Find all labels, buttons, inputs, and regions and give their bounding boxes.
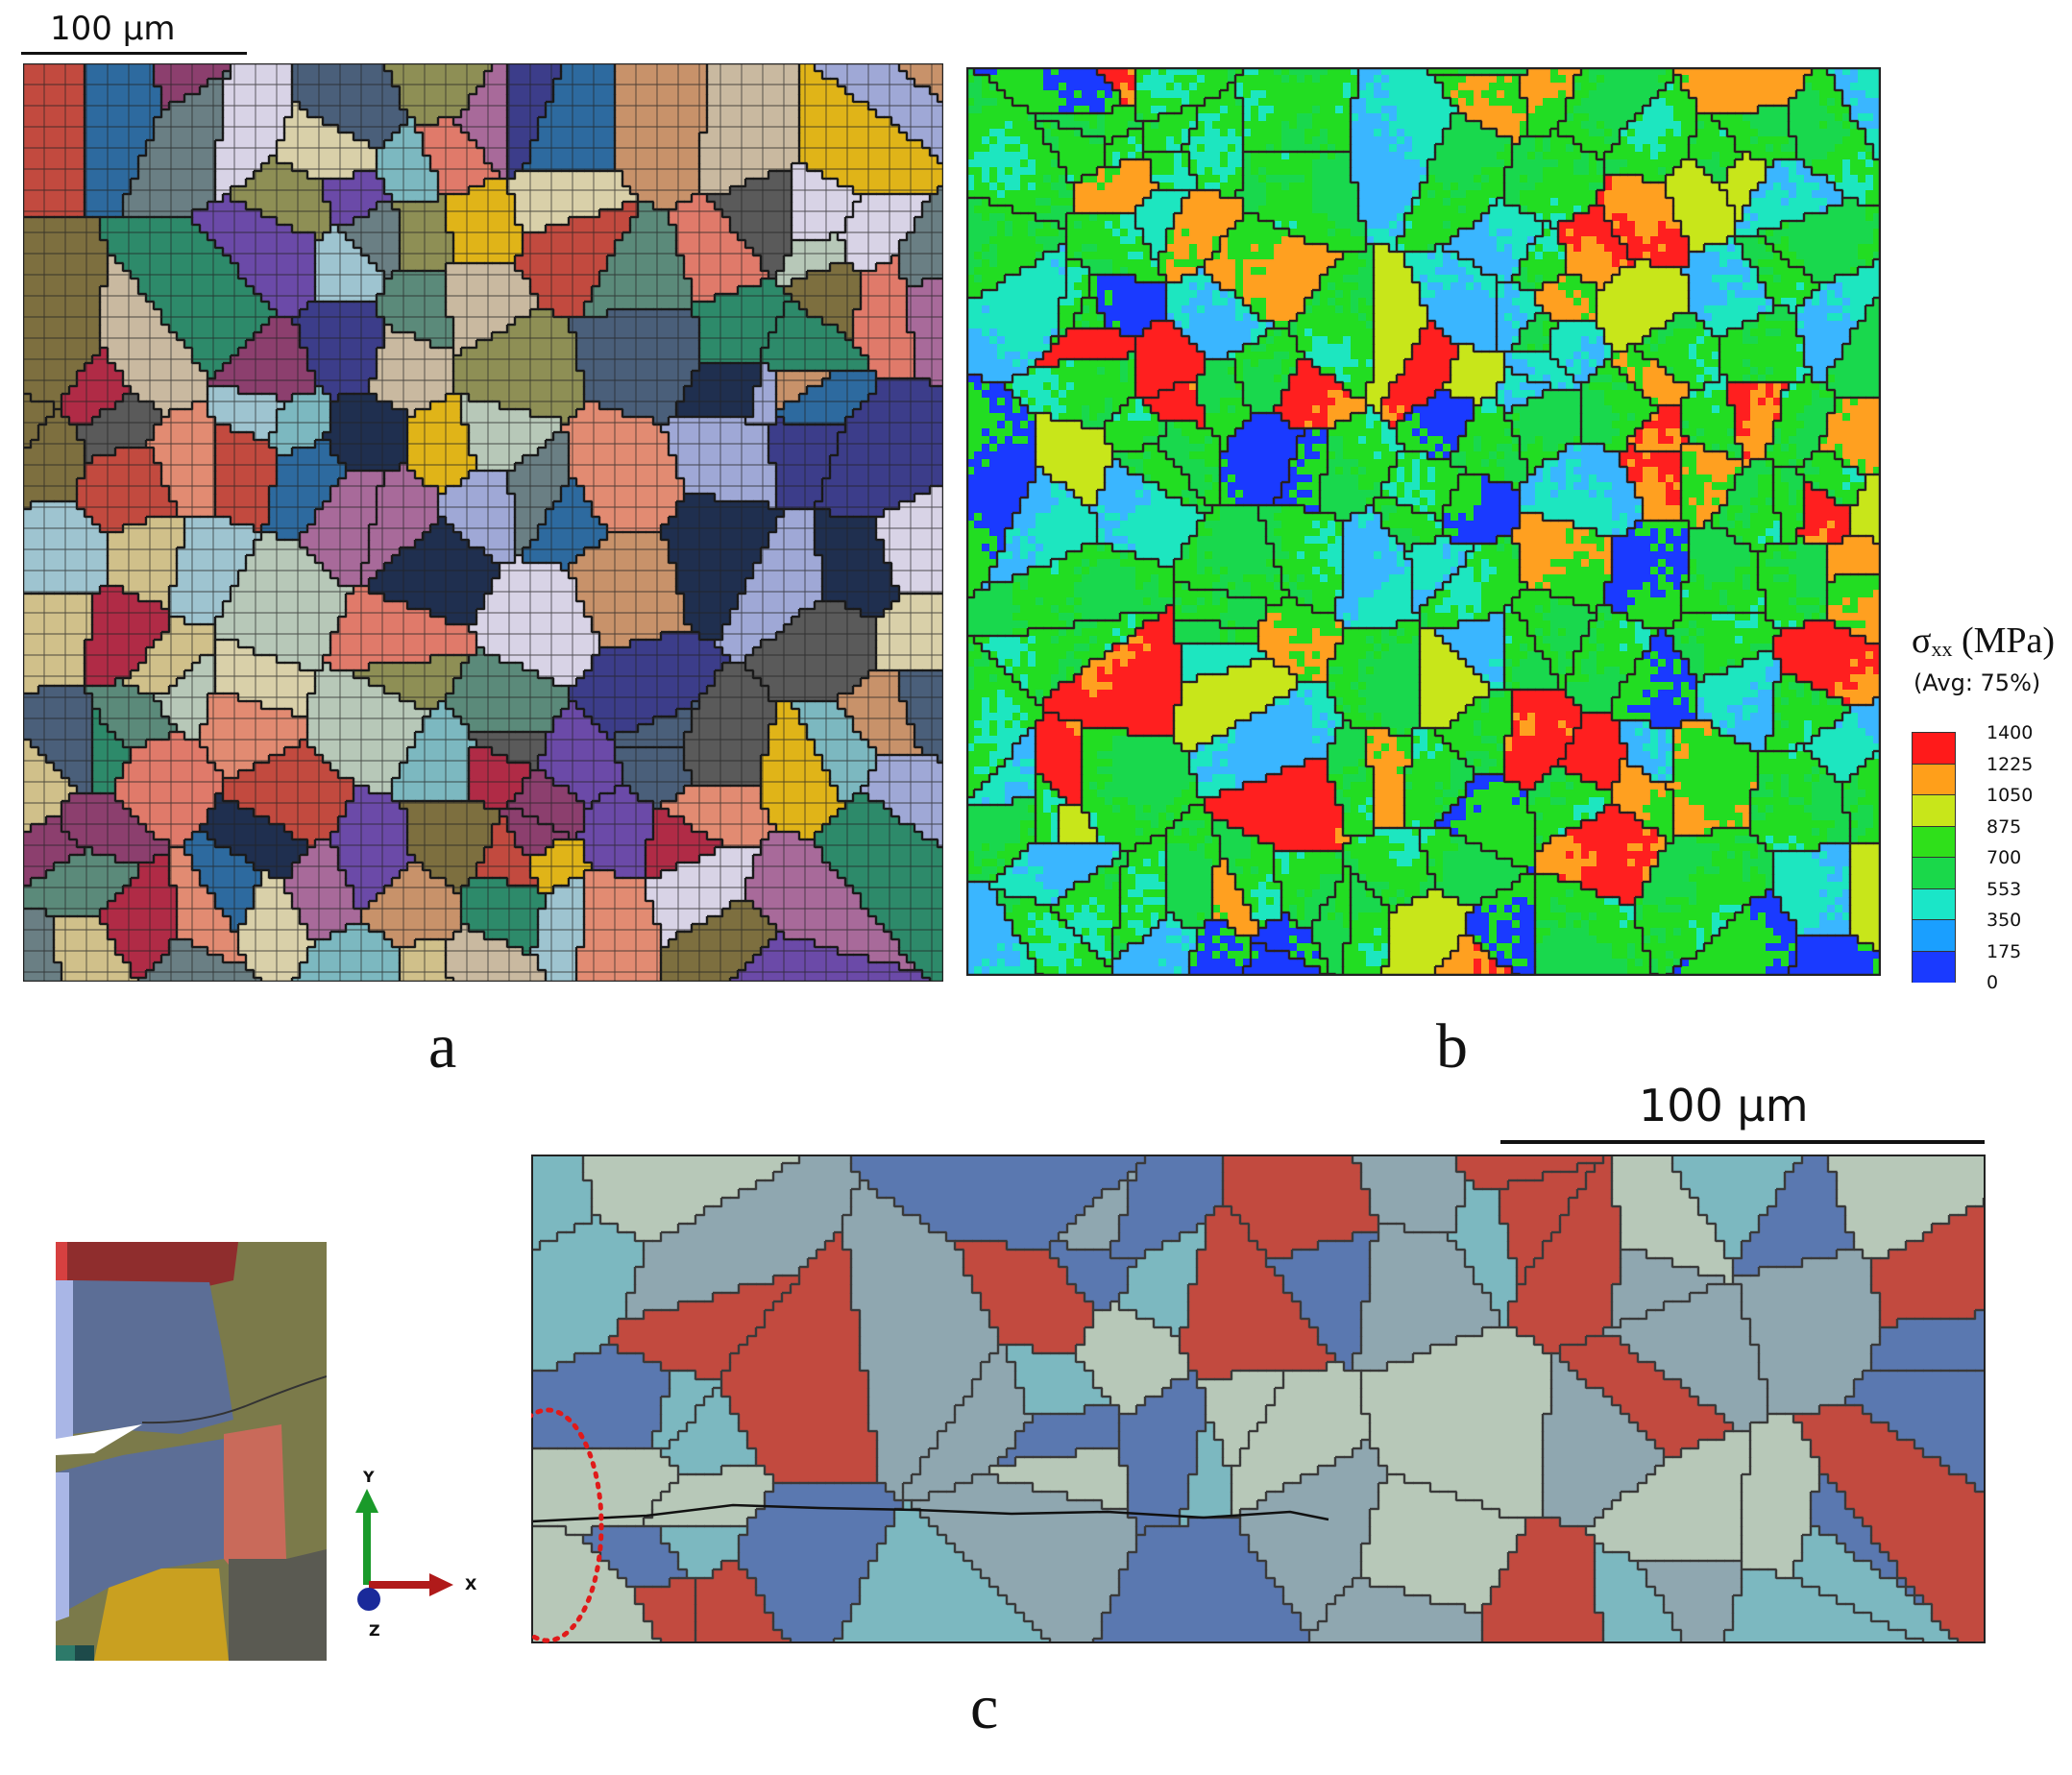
panel-c-scale-bar [1500, 1140, 1985, 1144]
panel-c-notch-inset [56, 1242, 327, 1661]
legend-tick-label: 175 [1987, 941, 2021, 962]
legend-tick-label: 700 [1987, 847, 2021, 868]
panel-a-scale-bar [21, 52, 247, 55]
legend-tick-label: 875 [1987, 816, 2021, 838]
legend-swatch [1912, 825, 1956, 858]
legend-subtitle: (Avg: 75%) [1914, 669, 2040, 696]
legend-colorbar [1912, 732, 1956, 983]
panel-c-scale-label: 100 µm [1639, 1080, 1809, 1131]
coordinate-axes-icon [355, 1489, 453, 1611]
panel-c-grain-map [531, 1155, 1986, 1643]
legend-tick-label: 1050 [1987, 785, 2033, 806]
inset-grain-upper [73, 1280, 233, 1434]
panel-b-caption: b [1436, 1010, 1468, 1083]
legend-tick-label: 1225 [1987, 754, 2033, 775]
axis-label-x: X [465, 1575, 476, 1593]
legend-swatch [1912, 888, 1956, 920]
inset-grain-lower [56, 1439, 224, 1617]
legend-tick-label: 1400 [1987, 722, 2033, 743]
inset-grain-top [56, 1242, 238, 1288]
panel-b-stress-map [966, 67, 1881, 976]
inset-grain-red [224, 1424, 286, 1588]
legend-swatch [1912, 732, 1956, 765]
legend-swatch [1912, 950, 1956, 983]
legend-tick-label: 553 [1987, 879, 2021, 900]
legend-swatch [1912, 919, 1956, 952]
panel-a-caption: a [428, 1010, 456, 1083]
panel-c-caption: c [970, 1671, 998, 1744]
axis-label-z: Z [369, 1621, 380, 1640]
legend-tick-label: 0 [1987, 972, 1998, 993]
legend-swatch [1912, 763, 1956, 795]
axis-label-y: Y [363, 1468, 375, 1486]
legend-swatch [1912, 857, 1956, 889]
legend-tick-label: 350 [1987, 910, 2021, 931]
legend-swatch [1912, 794, 1956, 827]
panel-a-scale-label: 100 µm [50, 10, 175, 48]
inset-grain-yellow [94, 1568, 229, 1661]
panel-a-grain-mesh [23, 63, 943, 982]
legend-tick-labels: 1400 1225 1050 875 700 553 350 175 0 [1987, 722, 2063, 993]
legend-title: σxx (MPa) [1912, 620, 2055, 662]
